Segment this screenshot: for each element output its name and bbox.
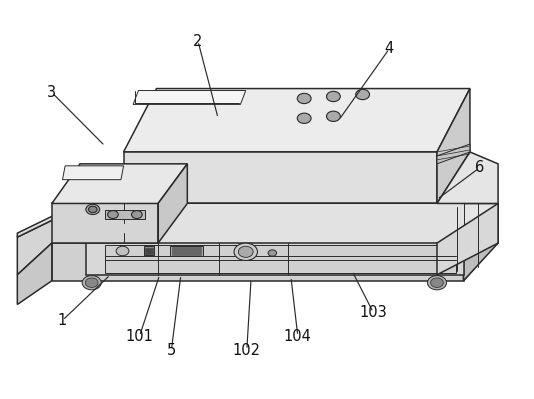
Polygon shape (17, 200, 87, 237)
Polygon shape (144, 246, 154, 255)
Polygon shape (437, 89, 470, 203)
Circle shape (297, 93, 311, 104)
Polygon shape (87, 203, 464, 243)
Circle shape (356, 89, 370, 100)
Circle shape (268, 250, 277, 256)
Polygon shape (170, 246, 203, 256)
Text: 103: 103 (359, 305, 387, 320)
Polygon shape (52, 203, 498, 243)
Polygon shape (464, 203, 498, 281)
Polygon shape (52, 164, 187, 203)
Polygon shape (105, 245, 456, 273)
Circle shape (297, 113, 311, 123)
Polygon shape (133, 91, 246, 105)
Text: 102: 102 (233, 343, 261, 358)
Polygon shape (437, 203, 498, 275)
Text: 3: 3 (48, 85, 57, 100)
Polygon shape (52, 243, 464, 281)
Polygon shape (172, 247, 201, 255)
Text: 2: 2 (193, 34, 202, 49)
Polygon shape (17, 243, 52, 304)
Text: 6: 6 (475, 160, 484, 175)
Circle shape (116, 246, 129, 256)
Polygon shape (87, 243, 464, 275)
Polygon shape (62, 166, 123, 180)
Text: 1: 1 (58, 313, 67, 328)
Circle shape (89, 206, 97, 213)
Polygon shape (437, 144, 470, 164)
Circle shape (326, 91, 340, 102)
Circle shape (82, 276, 101, 290)
Polygon shape (145, 248, 153, 254)
Polygon shape (437, 152, 498, 203)
Circle shape (86, 204, 100, 215)
Text: 104: 104 (284, 329, 312, 344)
Polygon shape (105, 210, 145, 219)
Text: 4: 4 (384, 41, 394, 56)
Text: 5: 5 (167, 343, 176, 358)
Circle shape (131, 211, 142, 219)
Circle shape (238, 246, 253, 257)
Polygon shape (123, 152, 437, 203)
Text: 101: 101 (125, 329, 153, 344)
Polygon shape (17, 203, 87, 275)
Circle shape (108, 211, 118, 219)
Circle shape (427, 276, 446, 290)
Polygon shape (464, 203, 498, 281)
Circle shape (430, 278, 443, 287)
Polygon shape (123, 89, 470, 152)
Circle shape (85, 278, 98, 287)
Polygon shape (52, 203, 158, 243)
Polygon shape (158, 164, 187, 243)
Circle shape (326, 111, 340, 121)
Circle shape (234, 243, 257, 261)
